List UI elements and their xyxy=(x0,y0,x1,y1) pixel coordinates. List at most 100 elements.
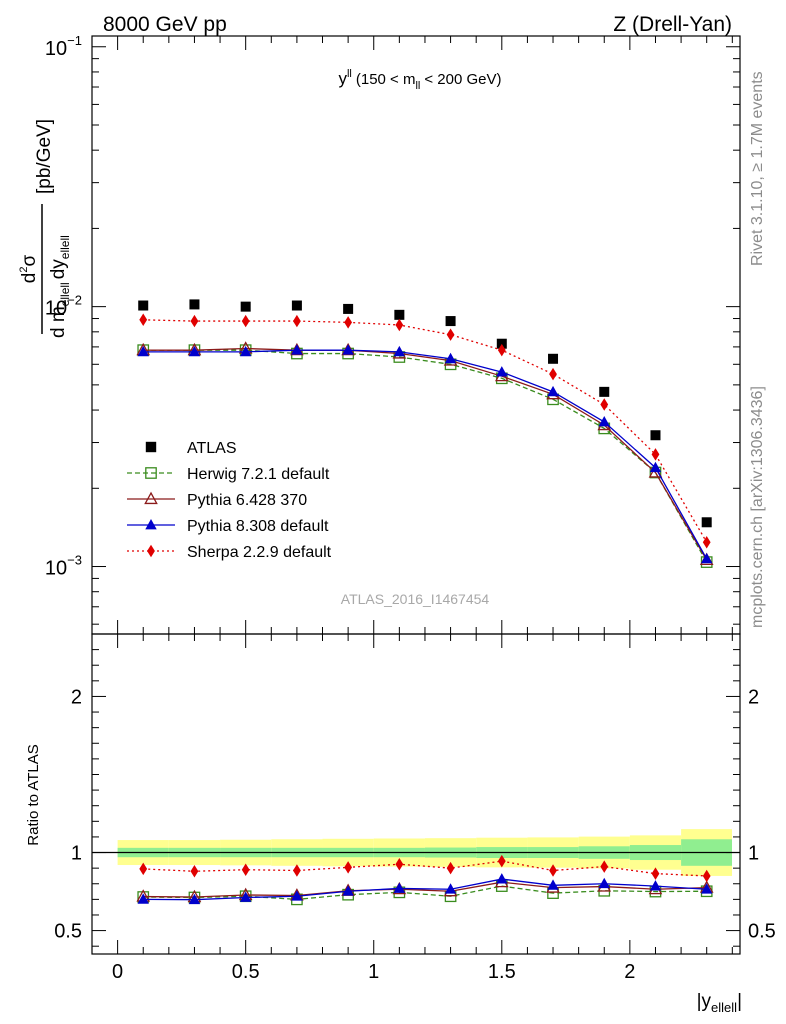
main-y-axis-label: d2σ d mellelldyellell [pb/GeV] xyxy=(18,119,72,338)
header-right: Z (Drell-Yan) xyxy=(613,13,732,36)
ratio-point-sherpa xyxy=(497,854,506,868)
ratio-tick-labels: 0.5 0.5 1 1 2 2 xyxy=(54,686,776,942)
ratio-point-pythia8 xyxy=(649,880,662,891)
ylabel-numerator: d2σ xyxy=(18,255,40,284)
main-point-sherpa xyxy=(702,536,711,549)
main-point-pythia8 xyxy=(700,552,713,564)
main-point-atlas xyxy=(445,316,456,327)
ratio-y-tick-label-right: 2 xyxy=(748,686,759,708)
legend-label-pythia8: Pythia 8.308 default xyxy=(187,518,329,535)
main-point-atlas xyxy=(240,301,251,312)
legend-label-pythia6: Pythia 6.428 370 xyxy=(187,492,307,509)
main-point-atlas xyxy=(548,353,559,364)
ratio-line-pythia6 xyxy=(143,881,707,898)
main-point-sherpa xyxy=(293,314,301,328)
legend-marker-pythia6 xyxy=(144,491,158,505)
main-point-atlas xyxy=(394,309,405,320)
main-point-pythia8 xyxy=(393,345,406,357)
main-point-sherpa xyxy=(395,318,404,332)
ratio-y-axis-label: Ratio to ATLAS xyxy=(25,744,42,845)
ratio-point-sherpa xyxy=(395,858,404,871)
legend-marker-sherpa xyxy=(147,544,155,558)
ratio-point-pythia8 xyxy=(393,882,406,893)
main-point-pythia8 xyxy=(239,345,252,357)
main-tick-labels: 10−3 10−2 10−1 xyxy=(45,33,82,580)
legend-label-sherpa: Sherpa 2.2.9 default xyxy=(187,544,332,561)
x-tick-label: 2 xyxy=(624,961,635,983)
legend: ATLAS Herwig 7.2.1 default Pythia 6.428 37… xyxy=(127,440,332,561)
legend-marker-atlas xyxy=(145,441,157,453)
main-point-sherpa xyxy=(241,314,250,328)
main-y-tick-label: 10−3 xyxy=(45,553,82,580)
main-line-herwig xyxy=(143,349,708,563)
main-point-pythia8 xyxy=(444,352,457,364)
x-tick-label: 0 xyxy=(112,961,123,983)
main-point-pythia8 xyxy=(137,345,149,357)
ratio-line-pythia8 xyxy=(143,878,707,901)
main-point-pythia8 xyxy=(598,415,610,427)
main-point-atlas xyxy=(701,517,712,528)
side-text-bottom: mcplots.cern.ch [arXiv:1306.3436] xyxy=(749,386,766,628)
ratio-y-tick-label-left: 0.5 xyxy=(54,921,82,943)
main-point-sherpa xyxy=(344,316,353,329)
ratio-point-pythia8 xyxy=(547,879,559,890)
main-point-atlas xyxy=(599,386,610,397)
side-text-top: Rivet 3.1.10, ≥ 1.7M events xyxy=(749,71,766,266)
header-left: 8000 GeV pp xyxy=(103,13,227,36)
ratio-point-sherpa xyxy=(293,864,301,877)
ratio-point-pythia8 xyxy=(700,883,713,894)
ratio-point-pythia8 xyxy=(598,877,610,889)
ylabel-denominator: d mellelldyellell xyxy=(48,235,72,338)
main-point-atlas xyxy=(496,338,507,349)
ratio-y-tick-label-right: 1 xyxy=(748,843,759,865)
main-y-tick-label: 10−1 xyxy=(45,33,82,60)
ratio-line-sherpa xyxy=(143,860,707,877)
main-point-pythia8 xyxy=(547,385,559,397)
x-tick-label: 1.5 xyxy=(488,961,516,983)
x-tick-labels: 0 0.5 1 1.5 2 xyxy=(112,961,635,983)
main-point-sherpa xyxy=(190,314,199,328)
main-point-sherpa xyxy=(549,367,557,381)
main-point-atlas xyxy=(650,430,661,441)
main-point-pythia8 xyxy=(342,344,354,355)
main-point-atlas xyxy=(291,300,302,311)
main-point-pythia8 xyxy=(291,344,303,355)
ratio-panel-frame xyxy=(91,633,741,955)
main-axis-ticks xyxy=(91,36,740,625)
ratio-point-sherpa xyxy=(241,863,250,876)
main-series-group xyxy=(136,299,714,568)
ratio-y-tick-label-left: 2 xyxy=(71,686,82,708)
ratio-point-sherpa xyxy=(549,864,557,877)
main-point-sherpa xyxy=(600,398,609,411)
ratio-point-sherpa xyxy=(702,869,711,883)
main-line-pythia8 xyxy=(143,349,708,560)
ratio-series-group xyxy=(136,854,714,906)
x-tick-label: 0.5 xyxy=(232,961,260,983)
ratio-point-pythia8 xyxy=(137,893,149,904)
ratio-point-sherpa xyxy=(190,865,199,878)
legend-marker-herwig xyxy=(145,467,157,479)
main-point-pythia8 xyxy=(496,366,508,377)
ratio-point-pythia8 xyxy=(239,891,252,902)
analysis-watermark: ATLAS_2016_I1467454 xyxy=(341,591,490,607)
ratio-y-tick-label-left: 1 xyxy=(71,843,82,865)
ratio-point-pythia8 xyxy=(496,873,508,884)
ylabel-unit: [pb/GeV] xyxy=(34,119,55,194)
main-point-pythia8 xyxy=(188,345,201,357)
legend-label-herwig: Herwig 7.2.1 default xyxy=(187,466,330,483)
legend-marker-pythia8 xyxy=(145,519,157,530)
ratio-point-pythia8 xyxy=(188,893,201,905)
main-point-pythia8 xyxy=(649,461,662,473)
main-point-sherpa xyxy=(139,313,148,327)
ratio-y-tick-label-right: 0.5 xyxy=(748,921,776,943)
x-tick-label: 1 xyxy=(368,961,379,983)
main-point-sherpa xyxy=(446,328,455,341)
ratio-point-pythia8 xyxy=(342,885,354,896)
main-line-pythia6 xyxy=(143,347,708,561)
ratio-point-pythia8 xyxy=(291,890,303,901)
main-point-atlas xyxy=(189,299,200,310)
x-axis-label: |yellell| xyxy=(697,991,742,1015)
main-point-sherpa xyxy=(497,343,506,357)
main-point-sherpa xyxy=(651,448,660,461)
